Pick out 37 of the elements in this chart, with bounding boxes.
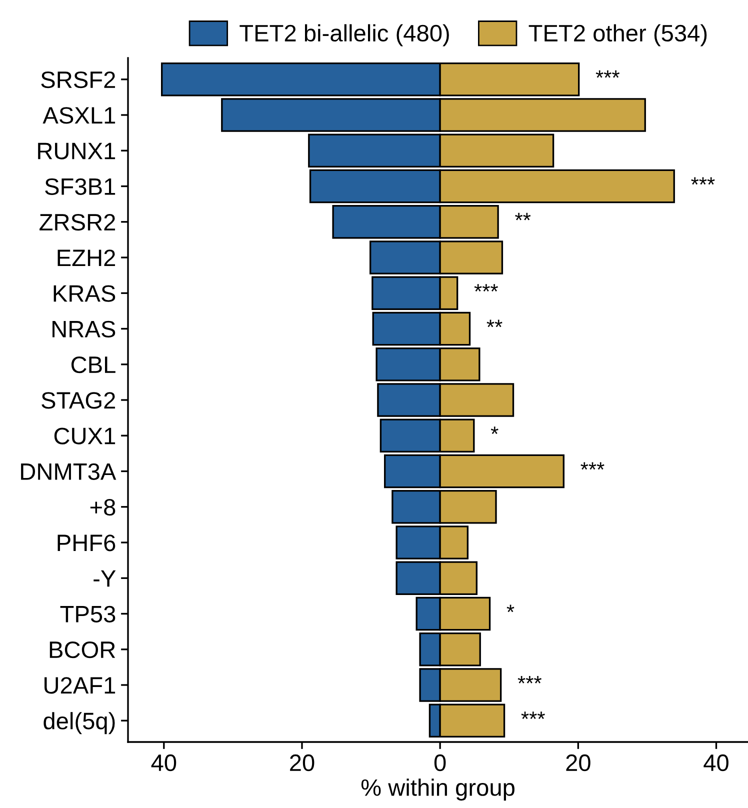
y-tick-label: del(5q) — [44, 712, 115, 734]
annotation: ** — [486, 320, 502, 328]
legend-label: TET2 other (534) — [528, 24, 707, 46]
y-tick-label: EZH2 — [58, 250, 116, 266]
y-tick-label: SRSF2 — [41, 71, 116, 88]
x-tick-label: 20 — [290, 754, 314, 772]
x-tick-label: 0 — [434, 754, 446, 772]
y-tick-label: ZRSR2 — [40, 214, 116, 231]
y-tick-label: CUX1 — [54, 428, 116, 444]
y-tick-label: -Y — [94, 570, 116, 587]
legend-label: TET2 bi-allelic (480) — [240, 24, 449, 46]
annotation: *** — [580, 462, 604, 470]
annotation: * — [490, 426, 498, 434]
y-tick-label: BCOR — [50, 641, 116, 658]
y-tick-label: U2AF1 — [44, 677, 116, 694]
y-tick-label: +8 — [90, 498, 116, 516]
annotation: * — [506, 604, 514, 612]
y-tick-label: PHF6 — [58, 534, 116, 552]
y-tick-label: CBL — [71, 356, 116, 374]
annotation: *** — [521, 712, 545, 719]
x-tick-label: 40 — [704, 754, 728, 772]
y-tick-label: TP53 — [60, 606, 116, 623]
annotation: *** — [691, 177, 715, 185]
x-tick-label: 40 — [151, 754, 176, 772]
y-tick-label: STAG2 — [42, 392, 116, 409]
y-tick-label: NRAS — [52, 320, 116, 338]
y-tick-label: SF3B1 — [45, 178, 116, 196]
y-tick-label: KRAS — [54, 285, 116, 302]
annotation: *** — [596, 70, 620, 78]
annotation: *** — [474, 284, 498, 292]
y-tick-label: RUNX1 — [38, 142, 116, 160]
annotation: *** — [518, 676, 542, 684]
annotation: ** — [515, 212, 531, 220]
x-axis-title: % within group — [361, 778, 514, 801]
x-tick-label: 20 — [566, 754, 590, 772]
y-tick-label: DNMT3A — [21, 463, 116, 480]
y-tick-label: ASXL1 — [42, 107, 116, 124]
